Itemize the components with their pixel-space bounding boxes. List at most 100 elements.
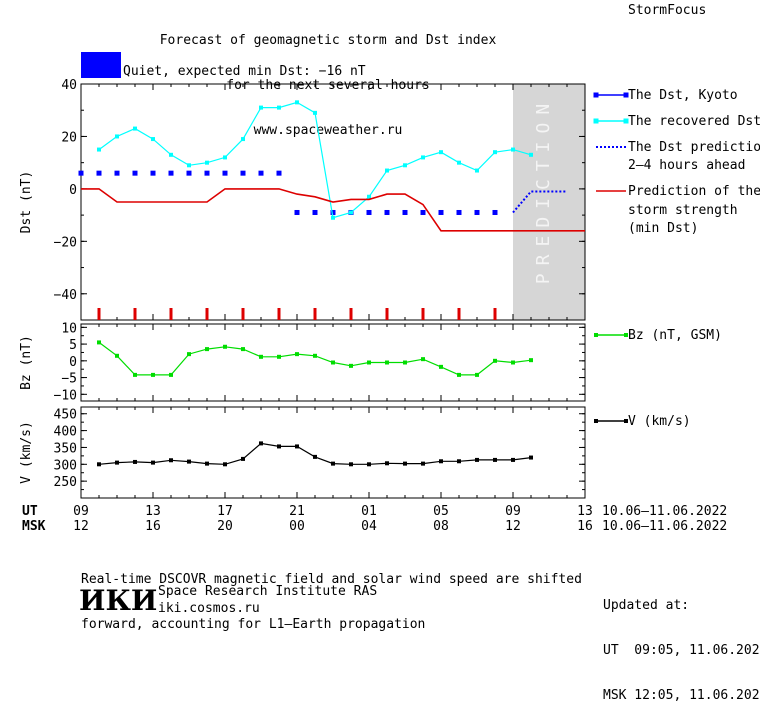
data-point: [241, 347, 245, 352]
institute-url[interactable]: iki.cosmos.ru: [158, 601, 260, 616]
data-point: [331, 461, 335, 466]
updated-ut: UT 09:05, 11.06.2022: [603, 643, 760, 658]
data-point: [97, 147, 101, 152]
msk-tick-label: 04: [361, 519, 377, 534]
legend-marker: [624, 333, 628, 337]
footer-note-line-2: forward, accounting for L1–Earth propaga…: [81, 617, 426, 632]
data-point: [385, 168, 389, 173]
legend-marker: [594, 333, 598, 337]
data-point: [115, 353, 119, 358]
dst-kyoto-point: [312, 209, 318, 215]
data-point: [385, 360, 389, 365]
institute-name: Space Research Institute RAS: [158, 584, 378, 599]
data-point: [457, 372, 461, 377]
data-point: [295, 352, 299, 357]
data-point: [97, 462, 101, 467]
y-tick-label: 0: [69, 355, 77, 370]
msk-tick-label: 16: [577, 519, 593, 534]
y-tick-label: 250: [54, 475, 77, 490]
dst-kyoto-point: [294, 209, 300, 215]
dst-kyoto-point: [222, 170, 228, 176]
data-point: [187, 163, 191, 168]
status-color-swatch: [81, 52, 121, 78]
y-axis-label: Dst (nT): [19, 171, 34, 234]
legend-marker: [593, 92, 599, 98]
chart-title: Forecast of geomagnetic storm and Dst in…: [0, 3, 656, 153]
data-point: [187, 459, 191, 464]
dst-kyoto-point: [168, 170, 174, 176]
data-point: [259, 441, 263, 446]
msk-axis-label: MSK: [22, 519, 46, 534]
data-point: [457, 459, 461, 464]
data-point: [511, 457, 515, 462]
data-point: [205, 347, 209, 352]
legend-marker: [624, 419, 628, 423]
data-point: [133, 372, 137, 377]
brand-name: StormFocus: [628, 3, 707, 18]
data-point: [493, 358, 497, 363]
data-point: [259, 105, 263, 110]
data-point: [349, 210, 353, 215]
dst-kyoto-point: [240, 170, 246, 176]
msk-date-range: 10.06–11.06.2022: [602, 519, 727, 534]
y-tick-label: 40: [61, 78, 77, 93]
data-point: [529, 152, 533, 157]
dst-kyoto-point: [402, 209, 408, 215]
data-point: [529, 455, 533, 460]
y-tick-label: 20: [61, 130, 77, 145]
ut-tick-label: 13: [145, 504, 161, 519]
dst-kyoto-point: [276, 170, 282, 176]
dst-kyoto-point: [204, 170, 210, 176]
legend-dst-prediction: The Dst prediction: [628, 140, 760, 155]
data-point: [133, 459, 137, 464]
dst-kyoto-point: [366, 209, 372, 215]
dst-prediction-line: [512, 190, 567, 214]
data-point: [205, 160, 209, 165]
title-url[interactable]: www.spaceweather.ru: [253, 123, 403, 138]
ut-tick-label: 09: [73, 504, 89, 519]
data-point: [331, 215, 335, 220]
dst-kyoto-point: [78, 170, 84, 176]
data-point: [511, 360, 515, 365]
bz-line: [98, 341, 532, 376]
y-tick-label: 0: [69, 183, 77, 198]
data-point: [493, 457, 497, 462]
legend-velocity: V (km/s): [628, 414, 691, 429]
title-line-1: Forecast of geomagnetic storm and Dst in…: [159, 33, 497, 48]
panel-1: PREDICTION Dst (nT): [19, 83, 586, 321]
ut-tick-label: 05: [433, 504, 449, 519]
y-tick-label: −5: [61, 372, 77, 387]
legend-dst-prediction-2: 2–4 hours ahead: [628, 158, 745, 173]
data-point: [259, 354, 263, 359]
ut-date-range: 10.06–11.06.2022: [602, 504, 727, 519]
msk-tick-label: 12: [73, 519, 89, 534]
ut-tick-label: 13: [577, 504, 593, 519]
y-tick-label: −40: [54, 288, 77, 303]
ut-axis-label: UT: [22, 504, 38, 519]
panel-3: V (km/s): [19, 406, 586, 499]
iki-logo: ИКИ: [79, 584, 158, 617]
data-point: [223, 462, 227, 467]
data-point: [169, 458, 173, 463]
y-tick-label: 300: [54, 458, 77, 473]
data-point: [475, 168, 479, 173]
data-point: [385, 461, 389, 466]
msk-tick-label: 16: [145, 519, 161, 534]
dst-kyoto-point: [258, 170, 264, 176]
data-point: [241, 456, 245, 461]
data-point: [115, 460, 119, 465]
data-point: [277, 444, 281, 449]
panel-2: Bz (nT): [19, 323, 586, 402]
data-point: [151, 460, 155, 465]
data-point: [331, 360, 335, 365]
legend-bz: Bz (nT, GSM): [628, 328, 722, 343]
data-point: [511, 147, 515, 152]
y-tick-label: −20: [54, 235, 77, 250]
updated-msk: MSK 12:05, 11.06.2022: [603, 688, 760, 703]
data-point: [223, 155, 227, 160]
msk-tick-label: 08: [433, 519, 449, 534]
data-point: [421, 461, 425, 466]
dst-kyoto-point: [438, 209, 444, 215]
data-point: [529, 358, 533, 363]
dst-kyoto-point: [186, 170, 192, 176]
